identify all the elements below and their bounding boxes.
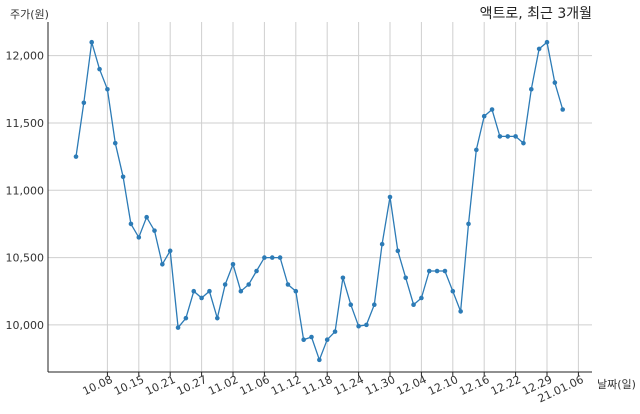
data-point — [199, 295, 204, 301]
data-point — [105, 87, 110, 92]
x-tick-label: 11.30 — [363, 373, 397, 398]
data-point — [387, 194, 393, 200]
data-point — [207, 288, 212, 294]
data-point — [285, 282, 291, 287]
x-tick-label: 12.22 — [489, 373, 523, 398]
data-point — [317, 357, 322, 363]
data-point — [246, 282, 251, 287]
data-point — [262, 255, 267, 260]
data-point — [332, 329, 338, 334]
data-point — [191, 288, 197, 294]
data-point — [474, 147, 479, 153]
x-tick-label: 10.08 — [81, 373, 115, 398]
data-point — [73, 154, 79, 159]
data-point — [277, 255, 283, 260]
data-point — [497, 134, 503, 139]
y-tick-labels: 10,000 10,500 11,000 11,500 12,000 — [6, 50, 45, 332]
y-axis-label: 주가(원) — [10, 8, 49, 21]
x-tick-label: 11.18 — [300, 373, 334, 398]
data-point — [254, 268, 259, 274]
data-point — [458, 309, 463, 314]
data-point — [81, 100, 87, 106]
x-tick-label: 11.02 — [206, 373, 240, 398]
data-point — [552, 80, 558, 85]
y-tick-label: 11,000 — [6, 184, 45, 197]
data-point — [144, 214, 149, 220]
data-point — [136, 235, 142, 240]
data-point — [269, 255, 275, 260]
data-point — [411, 302, 416, 307]
series — [73, 39, 565, 363]
data-point — [434, 268, 440, 274]
x-tick-label: 12.10 — [426, 373, 460, 398]
data-point — [364, 322, 369, 328]
y-tick-label: 10,000 — [6, 319, 45, 332]
x-axis-label: 날짜(일) — [597, 377, 636, 391]
data-point — [97, 66, 102, 72]
data-point — [450, 288, 456, 294]
x-tick-label: 12.16 — [457, 373, 491, 398]
data-point — [293, 288, 299, 294]
y-tick-label: 11,500 — [6, 117, 45, 130]
chart-title: 액트로, 최근 3개월 — [480, 6, 592, 22]
data-point — [481, 113, 487, 119]
x-tick-label: 10.21 — [143, 373, 177, 398]
y-tick-label: 12,000 — [6, 50, 45, 63]
x-tick-label: 11.12 — [269, 373, 303, 398]
data-point — [544, 39, 550, 45]
data-point — [442, 268, 448, 274]
data-point — [536, 46, 542, 52]
data-point — [348, 302, 354, 307]
data-point — [215, 315, 220, 321]
data-point — [513, 134, 518, 139]
data-point — [222, 282, 228, 287]
data-point — [309, 334, 314, 340]
data-point — [128, 221, 134, 227]
data-point — [403, 275, 409, 281]
grid — [48, 22, 592, 372]
x-tick-label: 11.06 — [238, 373, 272, 398]
data-point — [230, 262, 236, 267]
data-point — [372, 302, 377, 307]
data-point — [489, 107, 495, 112]
data-point — [238, 288, 244, 294]
x-tick-label: 11.24 — [332, 373, 366, 398]
data-point — [426, 268, 432, 274]
data-point — [167, 248, 173, 254]
data-point — [183, 315, 189, 321]
data-point — [505, 134, 511, 139]
data-point — [356, 323, 361, 329]
data-point — [175, 325, 181, 330]
y-tick-label: 10,500 — [6, 252, 45, 265]
data-point — [560, 107, 565, 112]
data-point — [160, 262, 165, 267]
series-line — [75, 40, 564, 362]
data-point — [395, 248, 401, 254]
data-point — [89, 39, 94, 45]
x-tick-labels: 10.0810.1510.2110.2711.0211.0611.1211.18… — [81, 373, 586, 405]
data-point — [419, 295, 424, 301]
data-point — [340, 275, 346, 281]
x-tick-label: 10.27 — [175, 373, 209, 398]
data-point — [152, 228, 157, 233]
data-point — [466, 221, 471, 227]
x-tick-label: 12.04 — [395, 373, 429, 398]
data-point — [379, 241, 385, 247]
axes — [47, 22, 592, 376]
data-point — [529, 87, 534, 92]
data-point — [120, 174, 126, 180]
data-point — [324, 337, 330, 342]
data-point — [112, 140, 118, 146]
data-point — [521, 140, 526, 146]
data-point — [301, 337, 306, 342]
x-tick-label: 10.15 — [112, 373, 146, 398]
